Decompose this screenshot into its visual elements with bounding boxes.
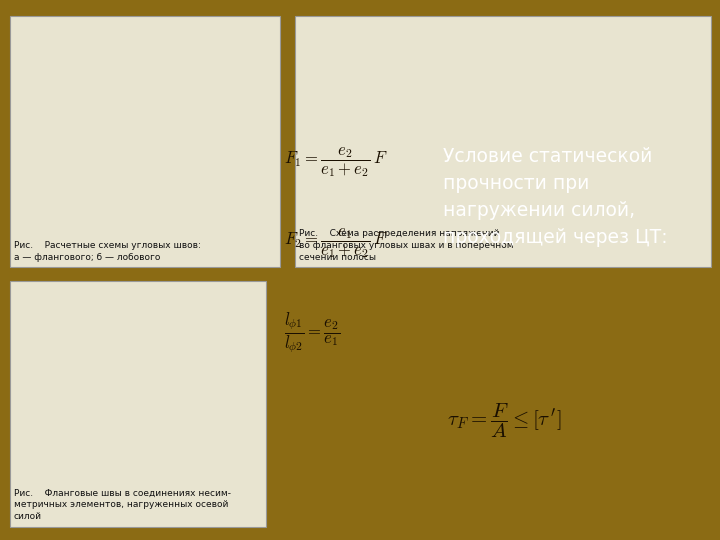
FancyBboxPatch shape	[295, 16, 711, 267]
Text: Рис.    Схема распределения напряжений
во фланговых угловых швах и в поперечном
: Рис. Схема распределения напряжений во ф…	[299, 230, 513, 262]
Text: Рис.    Расчетные схемы угловых швов:
а — флангового; б — лобового: Рис. Расчетные схемы угловых швов: а — ф…	[14, 241, 201, 262]
FancyBboxPatch shape	[10, 16, 280, 267]
Text: $F_1 = \dfrac{e_2}{e_1 + e_2}\,F$: $F_1 = \dfrac{e_2}{e_1 + e_2}\,F$	[284, 145, 388, 179]
FancyBboxPatch shape	[10, 281, 266, 526]
Text: $\dfrac{l_{\phi 1}}{l_{\phi 2}} = \dfrac{e_2}{e_1}$: $\dfrac{l_{\phi 1}}{l_{\phi 2}} = \dfrac…	[284, 309, 341, 355]
Text: Рис.    Фланговые швы в соединениях несим-
метричных элементов, нагруженных осев: Рис. Фланговые швы в соединениях несим- …	[14, 489, 230, 521]
Text: $F_2 = \dfrac{e_1}{e_1 + e_2}\,F$: $F_2 = \dfrac{e_1}{e_1 + e_2}\,F$	[284, 226, 388, 260]
Text: Условие статической
прочности при
нагружении силой,
проходящей через ЦТ:: Условие статической прочности при нагруж…	[443, 147, 667, 247]
Text: $\tau_F = \dfrac{F}{A} \leq [\tau\,{^\prime}]$: $\tau_F = \dfrac{F}{A} \leq [\tau\,{^\pr…	[446, 402, 562, 441]
